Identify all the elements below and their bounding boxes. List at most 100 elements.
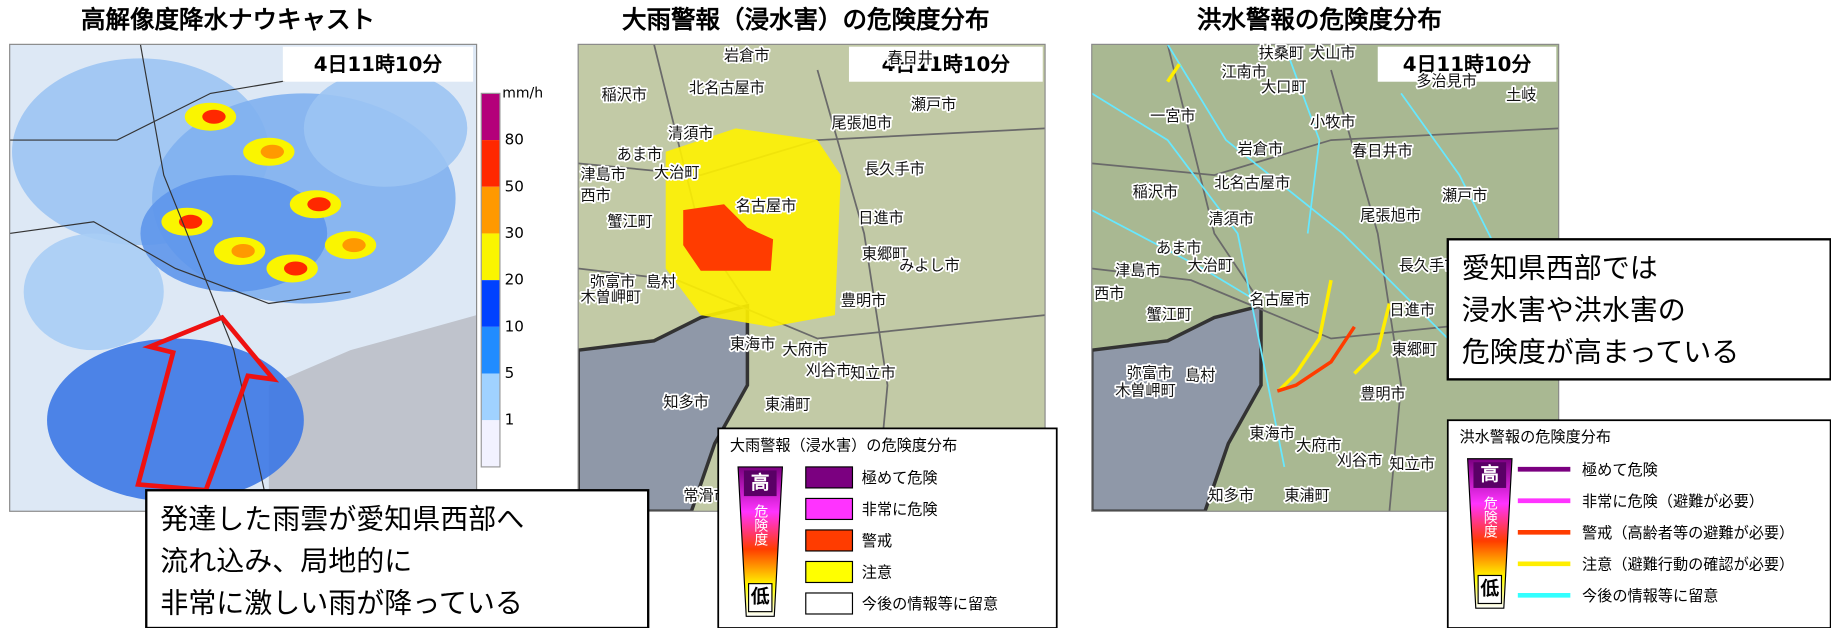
legend-label: 非常に危険: [862, 501, 938, 519]
panel-title: 大雨警報（浸水害）の危険度分布: [622, 5, 990, 34]
boundary: [9, 69, 351, 141]
city-label: 弥富市: [590, 273, 635, 291]
timestamp: 4日11時10分: [1403, 53, 1532, 76]
city-label: 東郷町: [1392, 341, 1437, 359]
boundary: [9, 221, 351, 305]
river-hazard: [1276, 325, 1356, 393]
city-label: 津島市: [580, 166, 625, 184]
panel-title: 高解像度降水ナウキャスト: [81, 5, 375, 34]
city-label: 東海市: [1249, 425, 1294, 443]
city-label: 知多市: [1208, 487, 1253, 505]
level-bar: [737, 466, 784, 617]
city-label: 知立市: [850, 364, 895, 382]
city-label: 名古屋市: [1249, 290, 1310, 308]
sea: [1091, 303, 1263, 512]
city-label: 春日井市: [1352, 142, 1413, 160]
callout-box: [145, 489, 650, 628]
scale-color: [481, 280, 500, 327]
callout-text: 流れ込み、局地的に: [160, 545, 412, 578]
rain-area: [23, 233, 164, 351]
scale-frame: [480, 92, 501, 468]
city-label: 刈谷市: [1337, 452, 1382, 470]
scale-color: [481, 186, 500, 234]
timestamp: 4日11時10分: [882, 53, 1011, 76]
city-label: 扶桑町: [1259, 44, 1304, 62]
level-mid: 危険度: [752, 504, 768, 546]
city-label: 東海市: [730, 335, 775, 353]
legend-swatch: [805, 529, 854, 552]
legend-title: 洪水警報の危険度分布: [1459, 428, 1611, 446]
sea: [268, 315, 477, 512]
city-label: 日進市: [1389, 301, 1434, 319]
city-label: 尾張旭市: [831, 114, 892, 132]
legend-label: 警戒: [862, 532, 892, 550]
level-high-box: [743, 470, 777, 497]
city-label: 島村: [1185, 366, 1215, 384]
city-label: 大治町: [1187, 257, 1232, 275]
city-label: 知立市: [1389, 455, 1434, 473]
city-label: 稲沢市: [602, 86, 647, 104]
city-label: 長久手市: [1399, 257, 1460, 275]
hazard-area: [683, 204, 774, 271]
scale-label: 80: [505, 131, 524, 149]
level-low: 低: [1479, 578, 1499, 600]
rain-cell: [202, 109, 226, 124]
time-box: [282, 46, 474, 82]
city-label: 土岐: [1506, 86, 1536, 104]
level-high: 高: [1480, 464, 1499, 486]
legend-label: 警戒（高齢者等の避難が必要）: [1582, 524, 1794, 542]
rain-cell: [283, 261, 308, 276]
timestamp: 4日11時10分: [314, 53, 443, 76]
city-label: あま市: [1156, 239, 1201, 257]
city-label: 西市: [580, 187, 610, 205]
level-high-box: [1473, 462, 1507, 488]
city-label: 東郷町: [862, 245, 907, 263]
city-label: 大口町: [1261, 78, 1306, 96]
legend-label: 今後の情報等に留意: [1582, 587, 1718, 605]
level-mid: 危険度: [1482, 496, 1498, 538]
city-label: 豊明市: [1360, 385, 1405, 403]
legend-label: 極めて危険: [1582, 461, 1658, 479]
city-label: 名古屋市: [736, 197, 797, 215]
city-label: 日進市: [858, 209, 903, 227]
city-label: 蟹江町: [607, 212, 652, 230]
legend-label: 注意（避難行動の確認が必要）: [1582, 555, 1794, 573]
callout-box: [1446, 238, 1831, 381]
city-label: 蟹江町: [1147, 306, 1192, 324]
river: [1091, 92, 1286, 468]
city-label: 刈谷市: [806, 362, 851, 380]
river: [1166, 44, 1461, 351]
city-label: 島村: [646, 273, 676, 291]
river: [1283, 44, 1321, 234]
rain-cell: [342, 238, 366, 253]
map: [9, 44, 477, 512]
scale-color: [481, 93, 500, 141]
callout-text: 危険度が高まっている: [1462, 336, 1739, 369]
city-label: 大治町: [654, 163, 699, 181]
city-label: 犬山市: [1310, 44, 1355, 62]
city-label: 北名古屋市: [1214, 174, 1290, 192]
city-label: 瀬戸市: [1442, 187, 1487, 205]
city-label: 岩倉市: [1238, 140, 1283, 158]
legend-title: 大雨警報（浸水害）の危険度分布: [730, 436, 957, 454]
city-label: 大府市: [1296, 436, 1341, 454]
rain-cell: [307, 197, 331, 212]
scale-label: 1: [505, 411, 515, 429]
legend-box: [1446, 419, 1831, 628]
scale-label: 30: [505, 224, 524, 242]
legend-label: 今後の情報等に留意: [862, 595, 998, 613]
city-label: 大府市: [782, 341, 827, 359]
scale-label: 5: [505, 364, 515, 382]
city-label: 清須市: [1208, 210, 1253, 228]
level-low-box: [747, 583, 773, 613]
callout-text: 非常に激しい雨が降っている: [160, 587, 523, 620]
city-label: 弥富市: [1127, 364, 1172, 382]
callout-text: 浸水害や洪水害の: [1462, 294, 1686, 327]
boundary: [1091, 127, 1559, 176]
sea: [578, 303, 750, 512]
city-label: 東浦町: [765, 396, 810, 414]
arrow: [135, 314, 280, 493]
scale-color: [481, 233, 500, 281]
city-label: 小牧市: [1310, 113, 1355, 131]
